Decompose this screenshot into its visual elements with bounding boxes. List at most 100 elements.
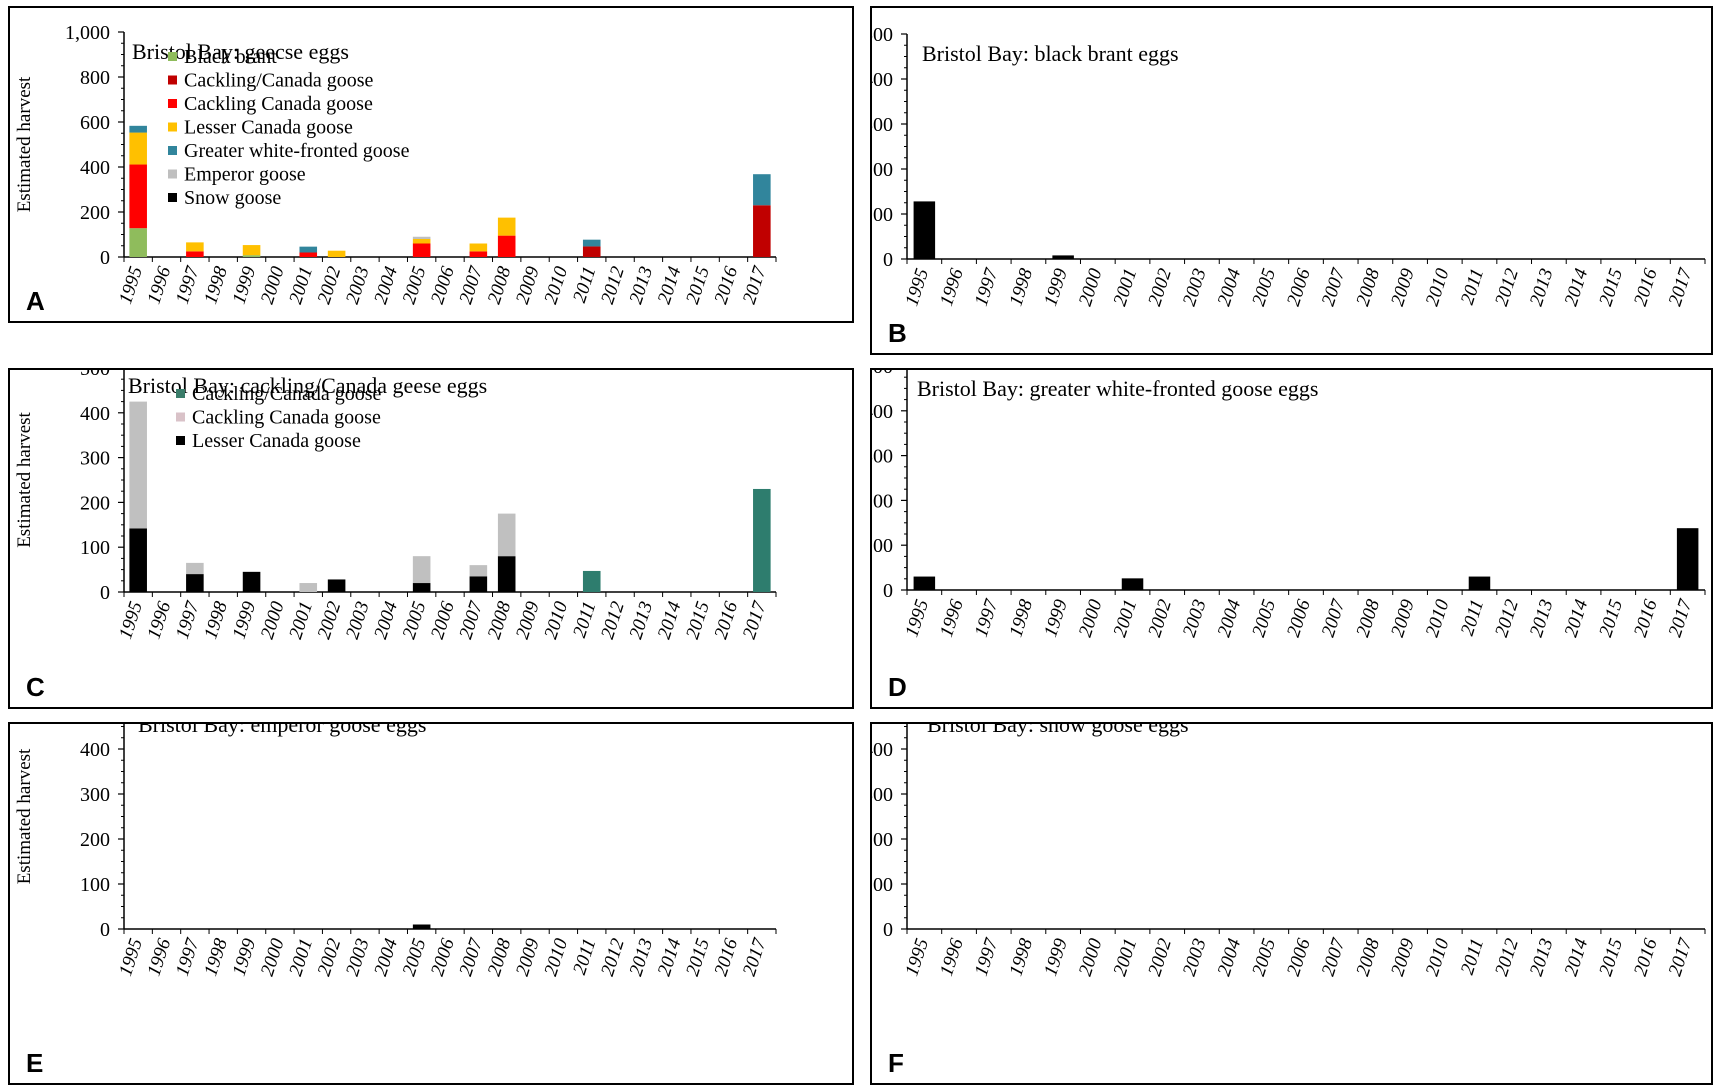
x-tick-label: 1997	[971, 935, 1003, 979]
y-tick-label: 200	[80, 492, 110, 514]
x-tick-label: 1997	[971, 596, 1003, 640]
x-tick-label: 2008	[1352, 597, 1384, 640]
bar-a-s4-2011	[582, 239, 601, 247]
x-tick-label: 2012	[597, 936, 629, 979]
y-tick-label: 500	[80, 370, 110, 380]
x-tick-label: 2009	[512, 264, 544, 307]
chart-title: Bristol Bay: black brant eggs	[922, 41, 1179, 66]
chart-title: Bristol Bay: snow goose eggs	[927, 724, 1189, 737]
bar-c-s1-2001	[299, 583, 318, 592]
bar-a-s3-2002	[327, 250, 346, 257]
panel-letter-e: E	[26, 1048, 44, 1078]
legend-label: Cackling Canada goose	[184, 93, 373, 115]
x-tick-label: 2010	[540, 936, 572, 979]
y-tick-label: 400	[872, 69, 893, 91]
y-tick-label: 200	[80, 202, 110, 224]
bar-a-s1-2017	[753, 205, 771, 257]
x-tick-label: 2017	[739, 598, 771, 642]
x-tick-label: 1995	[901, 597, 933, 640]
x-tick-label: 2004	[370, 264, 402, 307]
chart-panel-a: 0 200 400 600 800 1,000 Estimated harvest 1995 1…	[8, 6, 854, 323]
x-tick-label: 2017	[739, 935, 771, 979]
x-tick-label: 2015	[682, 264, 714, 307]
chart-title: Bristol Bay: greater white-fronted goose…	[917, 376, 1318, 401]
bar-c-s0-1995	[129, 528, 147, 592]
bar-a-s2-2005	[412, 243, 431, 257]
x-tick-label: 2008	[484, 936, 516, 979]
y-tick-label: 500	[872, 370, 893, 378]
x-tick-label: 2000	[257, 936, 289, 979]
chart-title: Bristol Bay: cackling/Canada geese eggs	[128, 373, 487, 398]
x-tick-label: 2001	[1110, 597, 1142, 640]
legend-label: Cackling/Canada goose	[184, 70, 374, 92]
x-tick-label: 2003	[1179, 597, 1211, 640]
x-tick-label: 2010	[540, 599, 572, 642]
x-tick-label: 2004	[1214, 936, 1246, 979]
x-tick-label: 2002	[1144, 936, 1176, 979]
bar-a-s5-2005	[412, 236, 431, 239]
bar-d-s0-2011	[1468, 576, 1491, 590]
x-tick-label: 2014	[1561, 266, 1593, 309]
x-tick-label: 2015	[682, 936, 714, 979]
x-tick-label: 1995	[901, 266, 933, 309]
x-tick-label: 2009	[512, 936, 544, 979]
y-tick-label: 0	[883, 249, 893, 271]
x-tick-label: 1998	[200, 599, 232, 642]
bar-a-s2-1995	[129, 164, 147, 229]
x-tick-label: 2000	[257, 599, 289, 642]
x-tick-label: 2002	[314, 599, 346, 642]
bar-a-s3-1997	[186, 242, 204, 252]
x-tick-label: 1995	[115, 599, 147, 642]
panel-letter-c: C	[26, 672, 45, 702]
x-tick-label: 2017	[1665, 935, 1697, 979]
legend-swatch	[176, 412, 185, 422]
y-tick-label: 200	[872, 490, 893, 512]
x-tick-label: 2013	[625, 599, 657, 642]
x-tick-label: 2011	[569, 264, 600, 305]
bar-c-s0-1997	[186, 574, 204, 592]
legend-label: Black brant	[184, 46, 277, 68]
y-tick-label: 300	[872, 114, 893, 136]
legend-swatch	[168, 169, 177, 179]
bar-a-s0-1995	[129, 228, 147, 257]
x-tick-label: 2003	[342, 936, 374, 979]
y-tick-label: 100	[872, 874, 893, 896]
legend-swatch	[168, 75, 177, 85]
x-tick-label: 2007	[1318, 935, 1350, 979]
bar-c-s2-2011	[582, 570, 601, 592]
x-tick-label: 2006	[1283, 266, 1315, 309]
x-tick-label: 2009	[1387, 597, 1419, 640]
x-tick-label: 2015	[1595, 266, 1627, 309]
bar-a-s2-1997	[186, 251, 204, 257]
legend-swatch	[168, 146, 177, 155]
x-tick-label: 2000	[1075, 266, 1107, 309]
x-tick-label: 1998	[1005, 936, 1037, 979]
x-tick-label: 2008	[1352, 266, 1384, 309]
y-tick-label: 400	[80, 157, 110, 179]
x-tick-label: 2011	[569, 936, 600, 977]
x-tick-label: 2006	[427, 599, 459, 642]
x-tick-label: 2011	[569, 599, 600, 640]
x-tick-label: 2007	[1318, 265, 1350, 309]
x-tick-label: 2011	[1457, 266, 1488, 307]
legend-label: Lesser Canada goose	[184, 117, 353, 139]
bar-a-s3-2007	[469, 243, 488, 252]
y-tick-label: 0	[100, 247, 110, 269]
y-axis-label: Estimated harvest	[14, 748, 35, 884]
bar-c-s0-1999	[242, 571, 261, 592]
legend-swatch	[168, 52, 177, 61]
y-tick-label: 400	[872, 401, 893, 423]
y-tick-label: 300	[872, 784, 893, 806]
x-tick-label: 1998	[200, 264, 232, 307]
x-tick-label: 2006	[1283, 936, 1315, 979]
bar-b-s0-1999	[1052, 255, 1074, 259]
x-tick-label: 1996	[144, 936, 176, 979]
x-tick-label: 2003	[342, 599, 374, 642]
x-tick-label: 1999	[1040, 266, 1072, 309]
legend-label: Lesser Canada goose	[192, 430, 361, 452]
y-tick-label: 800	[80, 67, 110, 89]
x-tick-label: 1999	[1040, 936, 1072, 979]
bar-a-s0-1999	[242, 255, 261, 257]
bar-b-s0-1995	[913, 201, 936, 259]
y-tick-label: 400	[872, 739, 893, 761]
